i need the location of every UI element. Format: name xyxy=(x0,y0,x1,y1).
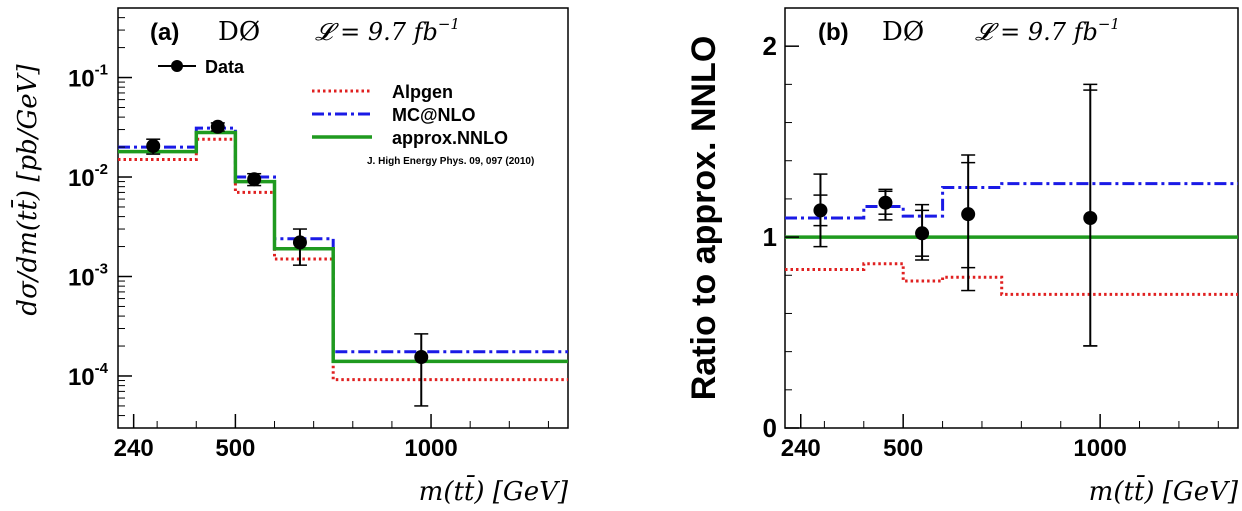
data-marker xyxy=(961,207,976,222)
reference-label: J. High Energy Phys. 09, 097 (2010) xyxy=(367,156,534,167)
lumi-label-a: 𝓛 = 9.7 fb−1 xyxy=(315,15,460,46)
data-point-a-2 xyxy=(247,172,262,187)
panel-a: 10-110-210-310-4 240 500 1000 (a) DØ 𝓛 = 9… xyxy=(10,7,569,507)
lumi-text-b: 𝓛 = 9.7 fb xyxy=(975,18,1098,46)
y-tick-label: 10-1 xyxy=(68,62,108,93)
data-point-a-4 xyxy=(414,333,429,407)
x-tick-label: 1000 xyxy=(404,435,457,462)
lumi-label-b: 𝓛 = 9.7 fb−1 xyxy=(975,15,1120,46)
y-tick-label: 10-4 xyxy=(68,360,109,391)
y-ticks-b: 0 1 2 xyxy=(763,7,799,443)
data-point-a-0 xyxy=(146,138,161,155)
data-point-b-2 xyxy=(915,203,930,261)
experiment-label-b: DØ xyxy=(882,17,924,47)
y-tick-label: 0 xyxy=(763,413,777,443)
panel-label-b: (b) xyxy=(818,19,849,46)
data-marker xyxy=(247,172,262,187)
data-marker xyxy=(915,226,930,241)
curves-b xyxy=(785,182,1238,296)
legend-a: Data Alpgen MC@NLO approx.NNLO J. High E… xyxy=(158,57,534,167)
legend-nnlo-label: approx.NNLO xyxy=(392,128,508,148)
x-ticks-b: 240 500 1000 xyxy=(781,414,1219,462)
y-tick-label: 10-2 xyxy=(68,161,108,192)
legend-alpgen-label: Alpgen xyxy=(392,82,453,102)
panel-b: 0 1 2 240 500 1000 (b) DØ 𝓛 = 9.7 fb−1 m(tt̄… xyxy=(685,7,1239,507)
x-tick-label: 240 xyxy=(114,435,154,462)
data-marker xyxy=(146,139,161,154)
y-tick-label: 2 xyxy=(763,31,777,61)
data-marker xyxy=(414,350,429,365)
y-tick-base: 10 xyxy=(68,165,95,192)
data-marker xyxy=(1083,211,1098,225)
lumi-exp-b: −1 xyxy=(1098,15,1120,33)
x-tick-label: 240 xyxy=(781,435,821,462)
legend-data-label: Data xyxy=(205,57,245,77)
y-axis-label-b: Ratio to approx. NNLO xyxy=(685,36,723,401)
data-point-b-3 xyxy=(961,154,976,292)
y-tick-exp: -1 xyxy=(95,62,108,79)
x-tick-label: 1000 xyxy=(1073,435,1126,462)
data-marker xyxy=(210,119,225,134)
data-point-a-1 xyxy=(210,119,225,134)
y-tick-base: 10 xyxy=(68,364,95,391)
plot-frame-b xyxy=(784,7,1239,429)
y-tick-base: 10 xyxy=(68,66,95,93)
data-point-a-3 xyxy=(292,228,307,266)
x-tick-label: 500 xyxy=(883,435,923,462)
plot-frame-a xyxy=(117,7,569,429)
data-marker xyxy=(292,235,307,250)
panel-label-a: (a) xyxy=(150,19,179,46)
data-point-b-1 xyxy=(878,188,893,221)
data-marker xyxy=(878,195,893,210)
y-tick-exp: -2 xyxy=(95,161,108,178)
x-axis-label-b: m(tt̄) [GeV] xyxy=(1089,474,1239,507)
y-tick-base: 10 xyxy=(68,265,95,292)
y-tick-exp: -4 xyxy=(95,360,109,377)
data-points-a xyxy=(146,119,429,407)
data-points-b xyxy=(813,83,1098,347)
legend-data-marker xyxy=(171,60,183,72)
y-tick-label: 1 xyxy=(763,222,777,252)
y-ticks-a: 10-110-210-310-4 xyxy=(68,7,132,429)
x-axis-label-a: m(tt̄) [GeV] xyxy=(419,474,569,507)
series-alpgen-a xyxy=(118,137,568,382)
data-marker xyxy=(813,203,828,218)
y-tick-exp: -3 xyxy=(95,261,108,278)
y-axis-label-a: dσ/dm(tt̄) [pb/GeV] xyxy=(10,64,43,316)
lumi-exp-a: −1 xyxy=(438,15,460,33)
x-ticks-a: 240 500 1000 xyxy=(114,414,549,462)
x-tick-label: 500 xyxy=(215,435,255,462)
y-tick-label: 10-3 xyxy=(68,261,108,292)
series-alpgen-b xyxy=(785,262,1238,296)
legend-mcnlo-label: MC@NLO xyxy=(392,105,476,125)
lumi-text-a: 𝓛 = 9.7 fb xyxy=(315,18,438,46)
data-point-b-4 xyxy=(1083,83,1098,347)
data-point-b-0 xyxy=(813,173,828,248)
series-mc-nlo-b xyxy=(785,182,1238,220)
experiment-label-a: DØ xyxy=(218,17,260,47)
